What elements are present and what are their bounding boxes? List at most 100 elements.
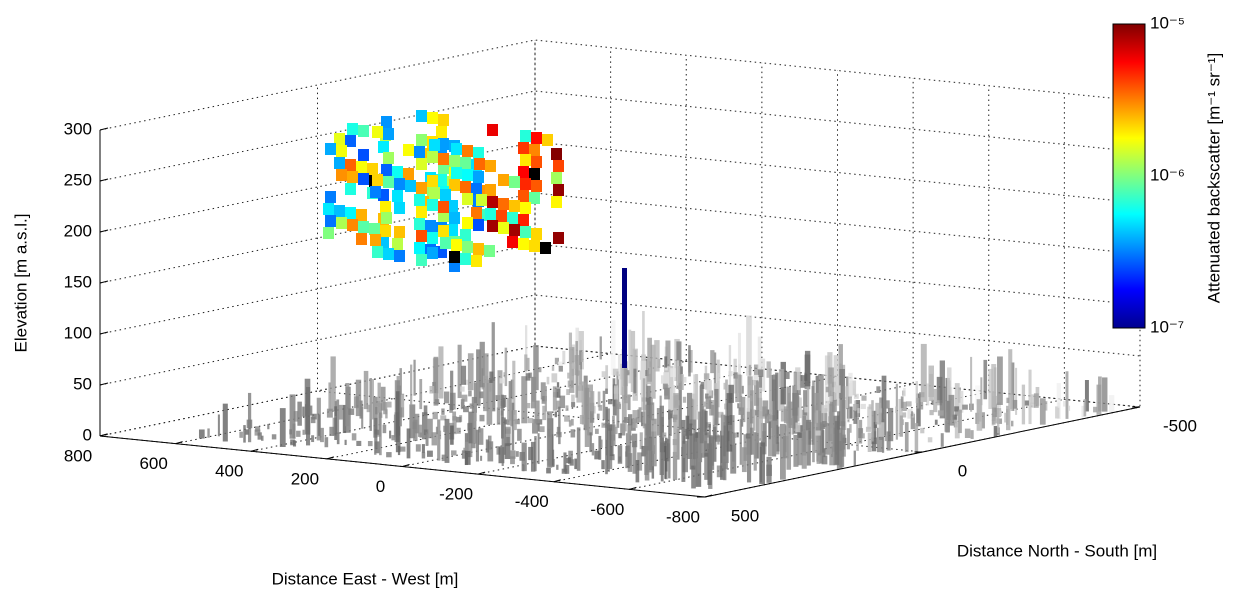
terrain [427, 418, 433, 439]
terrain [628, 414, 633, 426]
terrain [496, 446, 501, 455]
terrain [865, 426, 871, 432]
terrain [703, 401, 709, 407]
terrain [633, 368, 637, 394]
terrain [330, 356, 336, 412]
voxel [383, 128, 394, 140]
terrain [589, 402, 595, 423]
terrain [504, 347, 508, 387]
voxel [358, 173, 369, 185]
terrain [964, 428, 971, 439]
terrain [846, 406, 853, 419]
terrain [815, 430, 821, 436]
voxel [416, 230, 427, 242]
terrain [562, 350, 566, 365]
terrain [703, 373, 710, 380]
terrain [616, 371, 620, 428]
scene [198, 110, 1115, 489]
terrain [598, 404, 603, 411]
terrain [746, 437, 752, 483]
terrain [334, 406, 338, 440]
terrain [804, 374, 808, 381]
terrain [656, 408, 660, 436]
terrain [651, 418, 657, 467]
voxel [507, 212, 518, 224]
voxel [427, 199, 438, 211]
terrain [663, 372, 670, 385]
voxel [334, 205, 345, 217]
terrain [570, 418, 574, 426]
voxel [369, 223, 380, 235]
terrain [617, 445, 623, 464]
terrain [702, 435, 708, 441]
voxel [507, 236, 518, 248]
terrain [369, 379, 374, 420]
terrain [336, 432, 340, 445]
terrain [438, 346, 444, 399]
voxel [414, 194, 425, 206]
voxel [416, 134, 427, 146]
voxel [531, 156, 542, 168]
terrain [746, 315, 752, 376]
voxel [378, 189, 389, 201]
terrain [377, 382, 381, 437]
terrain [524, 325, 528, 373]
terrain [525, 373, 531, 381]
terrain [916, 393, 921, 427]
voxel [520, 226, 531, 238]
voxel [462, 145, 473, 157]
voxel [485, 208, 496, 220]
voxel [476, 194, 487, 206]
terrain [1008, 349, 1013, 410]
terrain [875, 402, 882, 425]
terrain [461, 365, 467, 385]
terrain [581, 381, 587, 425]
terrain [645, 404, 651, 436]
voxel [438, 138, 449, 150]
voxel [438, 201, 449, 213]
terrain [678, 374, 684, 390]
terrain [630, 330, 636, 392]
terrain [599, 336, 602, 360]
terrain [833, 415, 840, 466]
terrain [867, 432, 872, 452]
voxel [440, 189, 451, 201]
terrain [254, 429, 261, 436]
terrain [795, 422, 801, 433]
terrain [348, 408, 355, 415]
voxel [347, 171, 358, 183]
voxel [416, 182, 427, 194]
terrain [689, 419, 696, 426]
terrain [916, 397, 920, 409]
terrain [768, 413, 774, 457]
terrain [799, 397, 802, 419]
terrain [391, 435, 396, 441]
terrain [541, 397, 547, 404]
terrain [571, 402, 576, 408]
voxel [323, 227, 334, 239]
terrain [542, 405, 547, 421]
terrain [605, 406, 608, 475]
terrain [1057, 402, 1060, 408]
terrain [940, 433, 944, 447]
terrain [934, 419, 938, 425]
terrain [716, 359, 720, 408]
voxel [509, 200, 520, 212]
terrain [475, 429, 480, 462]
terrain [1033, 393, 1039, 408]
terrain [728, 384, 734, 403]
terrain [591, 443, 595, 456]
terrain [764, 413, 769, 424]
voxel [429, 139, 440, 151]
terrain [421, 444, 425, 453]
terrain [628, 329, 632, 384]
voxel [414, 218, 425, 230]
voxel [403, 168, 414, 180]
terrain [637, 452, 643, 471]
terrain [460, 399, 465, 410]
voxel [520, 154, 531, 166]
terrain [831, 399, 837, 413]
x-tick-label: -800 [666, 507, 700, 526]
terrain [858, 428, 864, 439]
terrain [293, 411, 299, 422]
